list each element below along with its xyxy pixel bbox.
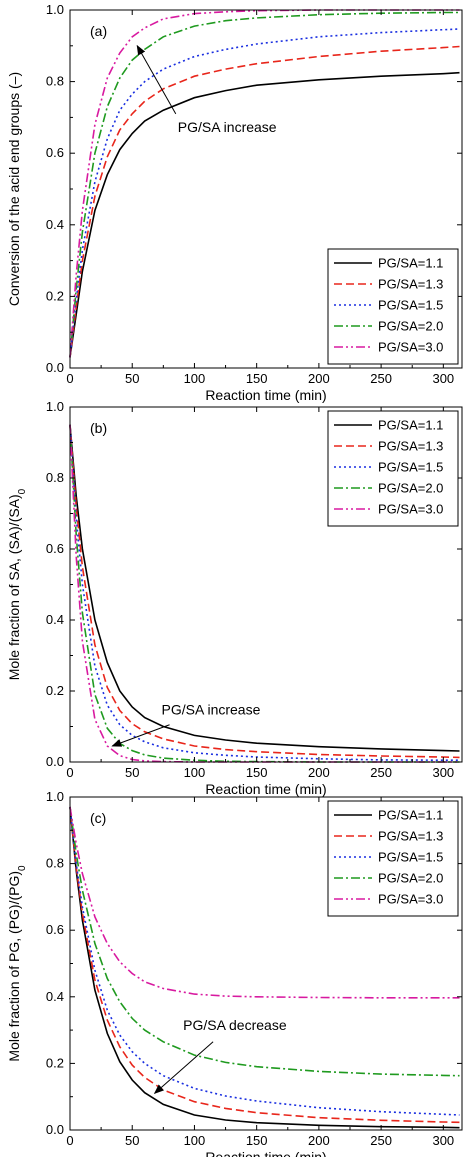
series-line-a-1 bbox=[69, 71, 460, 358]
y-tick-label-b-2: 0.4 bbox=[46, 612, 64, 627]
x-tick-label-a-6: 300 bbox=[432, 371, 454, 386]
annotation-text-b: PG/SA increase bbox=[162, 702, 261, 718]
y-axis-label-a: Conversion of the acid end groups (–) bbox=[6, 72, 22, 306]
x-tick-label-a-2: 100 bbox=[184, 371, 206, 386]
legend-label-c-2: PG/SA=1.3 bbox=[378, 829, 443, 844]
series-line-a-4 bbox=[69, 11, 460, 358]
legend-label-b-4: PG/SA=2.0 bbox=[378, 481, 443, 496]
y-tick-label-a-2: 0.4 bbox=[46, 217, 64, 232]
series-line-c-2 bbox=[69, 806, 460, 1124]
legend-label-c-5: PG/SA=3.0 bbox=[378, 892, 443, 907]
annotation-text-c: PG/SA decrease bbox=[183, 1017, 287, 1033]
series-line-b-5 bbox=[69, 424, 460, 763]
series-line-b-3 bbox=[69, 424, 460, 762]
legend-label-b-5: PG/SA=3.0 bbox=[378, 502, 443, 517]
x-tick-label-b-6: 300 bbox=[432, 765, 454, 780]
y-tick-label-c-5: 1.0 bbox=[46, 789, 64, 804]
x-tick-label-b-5: 250 bbox=[370, 765, 392, 780]
legend-label-c-1: PG/SA=1.1 bbox=[378, 808, 443, 823]
legend-box-b bbox=[327, 410, 459, 527]
y-axis-label-c: Mole fraction of PG, (PG)/(PG)0 bbox=[6, 865, 28, 1062]
y-axis-label-b: Mole fraction of SA, (SA)/(SA)0 bbox=[6, 488, 28, 680]
annotation-arrow-a bbox=[136, 44, 177, 115]
y-tick-label-a-3: 0.6 bbox=[46, 145, 64, 160]
x-tick-label-b-2: 100 bbox=[184, 765, 206, 780]
x-tick-label-a-4: 200 bbox=[308, 371, 330, 386]
legend-box-c bbox=[327, 800, 459, 917]
x-tick-label-b-4: 200 bbox=[308, 765, 330, 780]
y-tick-label-b-0: 0.0 bbox=[46, 754, 64, 769]
annotation-arrow-b bbox=[111, 724, 170, 747]
y-tick-label-a-4: 0.8 bbox=[46, 74, 64, 89]
panel-c: 0 50 100 150 200 250 300 0.0 0.2 0.4 0.6 0.8 1.0 Reac… bbox=[6, 789, 463, 1157]
y-tick-label-b-3: 0.6 bbox=[46, 541, 64, 556]
x-axis-label-b: Reaction time (min) bbox=[205, 781, 326, 797]
x-axis-label-a: Reaction time (min) bbox=[205, 387, 326, 403]
legend-label-c-4: PG/SA=2.0 bbox=[378, 871, 443, 886]
annotation-arrow-c bbox=[153, 1041, 214, 1095]
panel-tag-a: (a) bbox=[90, 23, 107, 39]
series-line-b-4 bbox=[69, 424, 460, 763]
y-tick-label-b-4: 0.8 bbox=[46, 470, 64, 485]
x-tick-label-c-2: 100 bbox=[184, 1133, 206, 1148]
series-line-c-5 bbox=[69, 806, 460, 999]
legend-b: PG/SA=1.1 PG/SA=1.3 PG/SA=1.5 PG/SA=2.0 PG/S… bbox=[327, 410, 459, 527]
legend-label-a-2: PG/SA=1.3 bbox=[378, 277, 443, 292]
legend-label-c-3: PG/SA=1.5 bbox=[378, 850, 443, 865]
panel-a: 0 50 100 150 200 250 300 0.0 0.2 0.4 0.6 0.8 1.0 Reac… bbox=[6, 2, 463, 403]
x-tick-label-c-5: 250 bbox=[370, 1133, 392, 1148]
x-tick-label-c-3: 150 bbox=[246, 1133, 268, 1148]
y-tick-label-c-2: 0.4 bbox=[46, 989, 64, 1004]
panel-tag-b: (b) bbox=[90, 420, 107, 436]
panel-b: 0 50 100 150 200 250 300 0.0 0.2 0.4 0.6 0.8 1.0 Reac… bbox=[6, 399, 463, 797]
legend-label-b-2: PG/SA=1.3 bbox=[378, 439, 443, 454]
series-line-a-2 bbox=[69, 45, 460, 358]
series-line-b-2 bbox=[69, 424, 460, 759]
y-tick-label-c-4: 0.8 bbox=[46, 856, 64, 871]
x-tick-label-a-0: 0 bbox=[66, 371, 73, 386]
annotation-text-a: PG/SA increase bbox=[178, 119, 277, 135]
x-axis-label-c: Reaction time (min) bbox=[205, 1149, 326, 1157]
series-line-c-4 bbox=[69, 806, 460, 1077]
x-tick-label-a-5: 250 bbox=[370, 371, 392, 386]
series-line-c-3 bbox=[69, 806, 460, 1116]
y-tick-label-b-1: 0.2 bbox=[46, 683, 64, 698]
legend-label-b-3: PG/SA=1.5 bbox=[378, 460, 443, 475]
x-tick-label-c-0: 0 bbox=[66, 1133, 73, 1148]
x-tick-label-c-1: 50 bbox=[125, 1133, 139, 1148]
x-tick-label-c-4: 200 bbox=[308, 1133, 330, 1148]
series-line-c-1 bbox=[69, 806, 460, 1129]
legend-box-a bbox=[327, 248, 459, 365]
panel-tag-c: (c) bbox=[90, 810, 106, 826]
x-tick-label-b-0: 0 bbox=[66, 765, 73, 780]
legend-label-a-3: PG/SA=1.5 bbox=[378, 298, 443, 313]
legend-label-a-1: PG/SA=1.1 bbox=[378, 256, 443, 271]
y-tick-label-c-1: 0.2 bbox=[46, 1055, 64, 1070]
x-tick-label-a-3: 150 bbox=[246, 371, 268, 386]
y-tick-label-c-0: 0.0 bbox=[46, 1122, 64, 1137]
x-tick-label-b-3: 150 bbox=[246, 765, 268, 780]
x-tick-label-b-1: 50 bbox=[125, 765, 139, 780]
y-tick-label-a-5: 1.0 bbox=[46, 2, 64, 17]
y-tick-label-a-1: 0.2 bbox=[46, 288, 64, 303]
x-tick-label-c-6: 300 bbox=[432, 1133, 454, 1148]
y-tick-label-b-5: 1.0 bbox=[46, 399, 64, 414]
y-tick-label-c-3: 0.6 bbox=[46, 922, 64, 937]
x-tick-label-a-1: 50 bbox=[125, 371, 139, 386]
y-tick-label-a-0: 0.0 bbox=[46, 360, 64, 375]
legend-c: PG/SA=1.1 PG/SA=1.3 PG/SA=1.5 PG/SA=2.0 PG/S… bbox=[327, 800, 459, 917]
legend-label-a-4: PG/SA=2.0 bbox=[378, 319, 443, 334]
legend-label-a-5: PG/SA=3.0 bbox=[378, 340, 443, 355]
series-line-b-1 bbox=[69, 424, 460, 752]
legend-label-b-1: PG/SA=1.1 bbox=[378, 418, 443, 433]
legend-a: PG/SA=1.1 PG/SA=1.3 PG/SA=1.5 PG/SA=2.0 PG/S… bbox=[327, 248, 459, 365]
